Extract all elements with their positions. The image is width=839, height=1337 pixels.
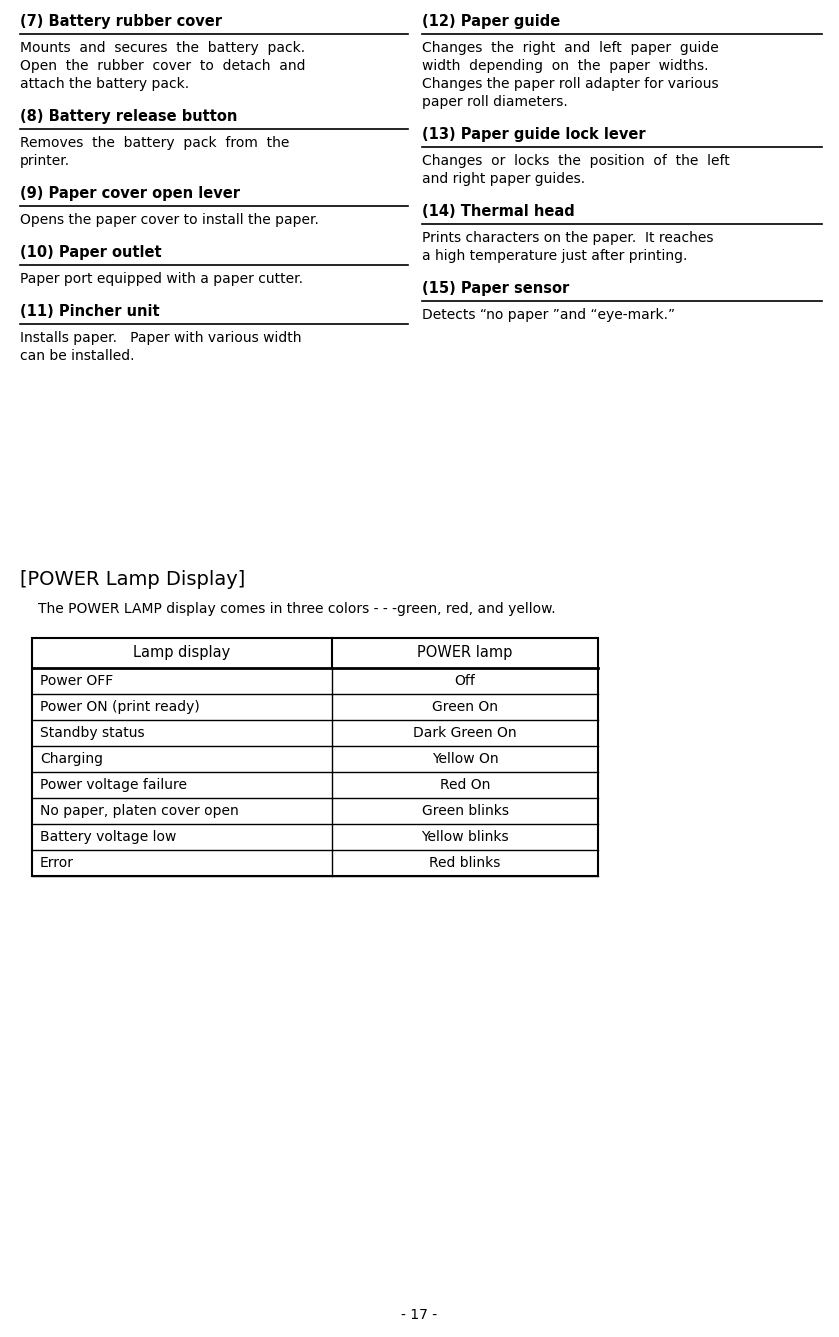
Text: (8) Battery release button: (8) Battery release button — [20, 110, 237, 124]
Text: (14) Thermal head: (14) Thermal head — [422, 205, 575, 219]
Text: Green blinks: Green blinks — [421, 804, 508, 818]
Text: Green On: Green On — [432, 701, 498, 714]
Text: Yellow blinks: Yellow blinks — [421, 830, 508, 844]
Text: (10) Paper outlet: (10) Paper outlet — [20, 245, 162, 259]
Text: (7) Battery rubber cover: (7) Battery rubber cover — [20, 13, 222, 29]
Text: Power voltage failure: Power voltage failure — [40, 778, 187, 792]
Text: Dark Green On: Dark Green On — [413, 726, 517, 739]
Text: (13) Paper guide lock lever: (13) Paper guide lock lever — [422, 127, 646, 142]
Text: Changes  the  right  and  left  paper  guide: Changes the right and left paper guide — [422, 41, 719, 55]
Text: The POWER LAMP display comes in three colors - - -green, red, and yellow.: The POWER LAMP display comes in three co… — [38, 602, 555, 616]
Text: Removes  the  battery  pack  from  the: Removes the battery pack from the — [20, 136, 289, 150]
Text: Open  the  rubber  cover  to  detach  and: Open the rubber cover to detach and — [20, 59, 305, 74]
Text: Red On: Red On — [440, 778, 490, 792]
Text: Changes  or  locks  the  position  of  the  left: Changes or locks the position of the lef… — [422, 154, 730, 168]
Text: a high temperature just after printing.: a high temperature just after printing. — [422, 249, 687, 263]
Text: Changes the paper roll adapter for various: Changes the paper roll adapter for vario… — [422, 78, 719, 91]
Text: Installs paper.   Paper with various width: Installs paper. Paper with various width — [20, 332, 301, 345]
Text: [POWER Lamp Display]: [POWER Lamp Display] — [20, 570, 245, 590]
Text: Lamp display: Lamp display — [133, 646, 231, 660]
Text: Red blinks: Red blinks — [430, 856, 501, 870]
Text: Power ON (print ready): Power ON (print ready) — [40, 701, 200, 714]
Text: printer.: printer. — [20, 154, 70, 168]
Text: Prints characters on the paper.  It reaches: Prints characters on the paper. It reach… — [422, 231, 713, 245]
Text: paper roll diameters.: paper roll diameters. — [422, 95, 568, 110]
Text: and right paper guides.: and right paper guides. — [422, 172, 585, 186]
Text: - 17 -: - 17 - — [401, 1308, 437, 1322]
Text: Yellow On: Yellow On — [432, 751, 498, 766]
Text: Detects “no paper ”and “eye-mark.”: Detects “no paper ”and “eye-mark.” — [422, 308, 675, 322]
Text: Error: Error — [40, 856, 74, 870]
Text: (11) Pincher unit: (11) Pincher unit — [20, 303, 159, 320]
Text: Power OFF: Power OFF — [40, 674, 113, 689]
Text: Mounts  and  secures  the  battery  pack.: Mounts and secures the battery pack. — [20, 41, 305, 55]
Text: Standby status: Standby status — [40, 726, 144, 739]
Text: width  depending  on  the  paper  widths.: width depending on the paper widths. — [422, 59, 708, 74]
Text: Off: Off — [455, 674, 476, 689]
Text: (9) Paper cover open lever: (9) Paper cover open lever — [20, 186, 240, 201]
Text: (12) Paper guide: (12) Paper guide — [422, 13, 560, 29]
Text: attach the battery pack.: attach the battery pack. — [20, 78, 189, 91]
Bar — [32, 638, 598, 876]
Text: (15) Paper sensor: (15) Paper sensor — [422, 281, 569, 295]
Text: Opens the paper cover to install the paper.: Opens the paper cover to install the pap… — [20, 213, 319, 227]
Text: No paper, platen cover open: No paper, platen cover open — [40, 804, 239, 818]
Text: can be installed.: can be installed. — [20, 349, 134, 364]
Text: Battery voltage low: Battery voltage low — [40, 830, 176, 844]
Text: Charging: Charging — [40, 751, 103, 766]
Text: POWER lamp: POWER lamp — [417, 646, 513, 660]
Text: Paper port equipped with a paper cutter.: Paper port equipped with a paper cutter. — [20, 271, 303, 286]
